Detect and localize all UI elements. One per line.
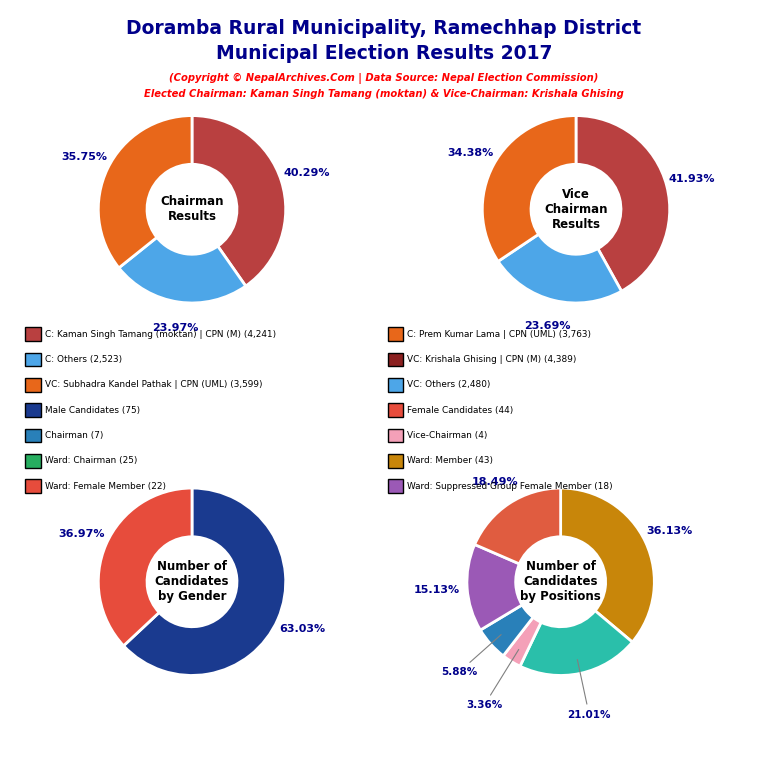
- Text: 35.75%: 35.75%: [61, 152, 107, 162]
- Text: C: Prem Kumar Lama | CPN (UML) (3,763): C: Prem Kumar Lama | CPN (UML) (3,763): [407, 329, 591, 339]
- Text: 3.36%: 3.36%: [466, 650, 518, 710]
- Text: VC: Subhadra Kandel Pathak | CPN (UML) (3,599): VC: Subhadra Kandel Pathak | CPN (UML) (…: [45, 380, 262, 389]
- Wedge shape: [480, 605, 533, 656]
- Text: Ward: Female Member (22): Ward: Female Member (22): [45, 482, 166, 491]
- Text: 34.38%: 34.38%: [447, 147, 493, 157]
- Text: 36.13%: 36.13%: [646, 526, 693, 536]
- Text: Elected Chairman: Kaman Singh Tamang (moktan) & Vice-Chairman: Krishala Ghising: Elected Chairman: Kaman Singh Tamang (mo…: [144, 89, 624, 99]
- Wedge shape: [475, 488, 561, 564]
- Text: Chairman
Results: Chairman Results: [161, 195, 223, 223]
- Text: VC: Krishala Ghising | CPN (M) (4,389): VC: Krishala Ghising | CPN (M) (4,389): [407, 355, 577, 364]
- Text: (Copyright © NepalArchives.Com | Data Source: Nepal Election Commission): (Copyright © NepalArchives.Com | Data So…: [169, 73, 599, 84]
- Wedge shape: [576, 116, 670, 291]
- Text: 23.97%: 23.97%: [152, 323, 198, 333]
- Wedge shape: [124, 488, 286, 675]
- Text: 15.13%: 15.13%: [414, 585, 460, 595]
- Wedge shape: [482, 116, 576, 261]
- Text: Doramba Rural Municipality, Ramechhap District
Municipal Election Results 2017: Doramba Rural Municipality, Ramechhap Di…: [127, 19, 641, 63]
- Text: Ward: Suppressed Group Female Member (18): Ward: Suppressed Group Female Member (18…: [407, 482, 613, 491]
- Text: Number of
Candidates
by Positions: Number of Candidates by Positions: [520, 561, 601, 603]
- Text: Male Candidates (75): Male Candidates (75): [45, 406, 140, 415]
- Wedge shape: [192, 116, 286, 286]
- Text: Ward: Chairman (25): Ward: Chairman (25): [45, 456, 137, 465]
- Wedge shape: [561, 488, 654, 642]
- Text: Vice
Chairman
Results: Vice Chairman Results: [545, 188, 607, 230]
- Text: 21.01%: 21.01%: [568, 660, 611, 720]
- Text: C: Others (2,523): C: Others (2,523): [45, 355, 121, 364]
- Wedge shape: [520, 611, 632, 675]
- Text: 41.93%: 41.93%: [669, 174, 715, 184]
- Wedge shape: [498, 234, 621, 303]
- Text: VC: Others (2,480): VC: Others (2,480): [407, 380, 491, 389]
- Wedge shape: [98, 488, 192, 646]
- Text: C: Kaman Singh Tamang (moktan) | CPN (M) (4,241): C: Kaman Singh Tamang (moktan) | CPN (M)…: [45, 329, 276, 339]
- Text: Chairman (7): Chairman (7): [45, 431, 103, 440]
- Text: Ward: Member (43): Ward: Member (43): [407, 456, 493, 465]
- Text: Female Candidates (44): Female Candidates (44): [407, 406, 513, 415]
- Text: 23.69%: 23.69%: [525, 321, 571, 331]
- Text: 5.88%: 5.88%: [441, 634, 502, 677]
- Wedge shape: [119, 237, 246, 303]
- Text: Vice-Chairman (4): Vice-Chairman (4): [407, 431, 488, 440]
- Text: 18.49%: 18.49%: [472, 476, 518, 486]
- Text: 36.97%: 36.97%: [58, 529, 105, 539]
- Text: 40.29%: 40.29%: [283, 168, 329, 178]
- Text: Number of
Candidates
by Gender: Number of Candidates by Gender: [154, 561, 230, 603]
- Wedge shape: [98, 116, 192, 268]
- Wedge shape: [503, 617, 541, 666]
- Text: 63.03%: 63.03%: [279, 624, 325, 634]
- Wedge shape: [467, 545, 522, 630]
